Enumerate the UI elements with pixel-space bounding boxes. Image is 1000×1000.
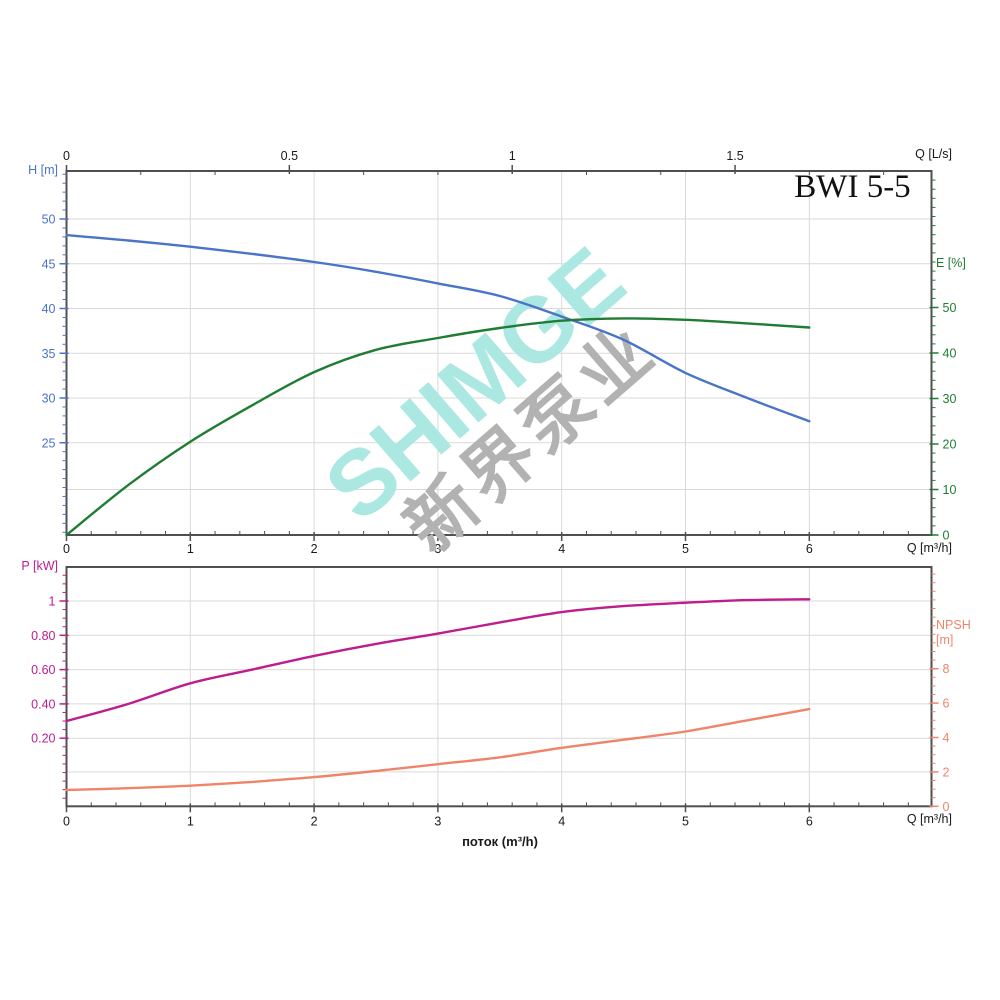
flow-caption: поток (m³/h) [462,834,538,849]
head-efficiency-chart-series [65,233,811,537]
npsh-axis-label: NPSH [936,618,971,632]
left-tick-label: 45 [42,257,56,271]
top-tick-label: 1.5 [726,149,743,163]
x-tick-label: 4 [558,814,565,828]
left-tick-label: 0.20 [31,732,55,746]
x-tick-label: 5 [682,814,689,828]
npsh-axis-unit-label: [m] [936,633,954,647]
left-tick-label: 0.80 [31,629,55,643]
left-tick-label: 0.40 [31,697,55,711]
flow-m3h-axis-label-top: Q [m³/h] [906,541,952,555]
top-tick-label: 0.5 [281,149,298,163]
x-tick-label: 0 [63,814,70,828]
x-tick-label: 6 [806,814,813,828]
curve-NPSH [65,707,811,792]
efficiency-axis-label: E [%] [936,256,966,270]
flow-m3h-axis-label-bottom: Q [m³/h] [906,812,952,826]
left-tick-label: 25 [42,436,56,450]
power-axis-label: P [kW] [21,559,58,573]
right-tick-label: 20 [943,438,957,452]
x-tick-label: 0 [63,542,70,556]
pump-model-title: BWI 5-5 [794,169,911,205]
head-axis-label: H [m] [28,163,58,177]
right-tick-label: 0 [943,529,950,543]
left-tick-label: 30 [42,392,56,406]
right-tick-label: 10 [943,483,957,497]
x-tick-label: 1 [187,542,194,556]
x-tick-label: 2 [311,542,318,556]
right-tick-label: 6 [943,697,950,711]
power-npsh-chart-series [65,598,811,792]
top-tick-label: 0 [63,149,70,163]
flow-lps-axis-label: Q [L/s] [915,147,952,161]
x-tick-label: 6 [806,542,813,556]
right-tick-label: 8 [943,662,950,676]
power-npsh-chart-axes: 0 1 2 3 4 5 6 1 0.80 0.60 0.40 0.20 8 6 4 2 0 [31,566,950,828]
right-tick-label: 50 [943,301,957,315]
curve-H [65,233,811,423]
left-tick-label: 40 [42,302,56,316]
x-tick-label: 1 [187,814,194,828]
x-tick-label: 5 [682,542,689,556]
right-tick-label: 4 [943,731,950,745]
x-tick-label: 2 [311,814,318,828]
right-tick-label: 0 [943,800,950,814]
left-tick-label: 50 [42,213,56,227]
left-tick-label: 1 [49,595,56,609]
x-tick-label: 3 [434,814,441,828]
x-tick-label: 3 [434,542,441,556]
x-tick-label: 4 [558,542,565,556]
left-tick-label: 35 [42,347,56,361]
curve-P [65,598,811,723]
left-tick-label: 0.60 [31,663,55,677]
curve-E [65,317,811,537]
right-tick-label: 2 [943,765,950,779]
top-tick-label: 1 [509,149,516,163]
right-tick-label: 30 [943,392,957,406]
right-tick-label: 40 [943,347,957,361]
